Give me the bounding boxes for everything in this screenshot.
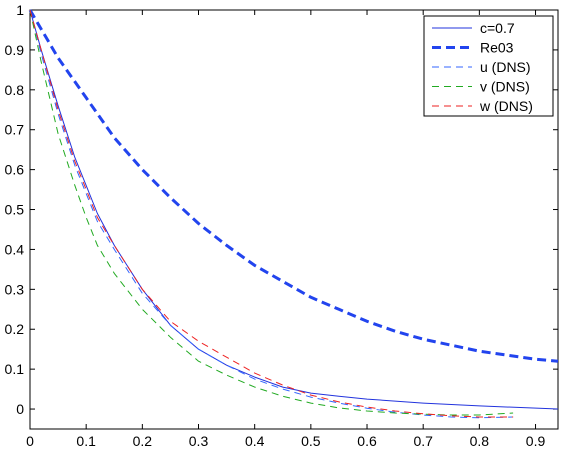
legend-label: Re03 <box>480 40 514 56</box>
x-tick-label: 0.9 <box>526 433 546 449</box>
x-tick-label: 0.4 <box>245 433 265 449</box>
x-tick-label: 0.2 <box>133 433 153 449</box>
y-tick-label: 0.6 <box>5 162 25 178</box>
series-lines <box>28 9 559 419</box>
series-line-re03 <box>28 9 559 363</box>
y-tick-label: 0.9 <box>5 42 25 58</box>
y-tick-label: 0.7 <box>5 122 25 138</box>
series-line-w-dns <box>29 9 514 418</box>
y-tick-label: 0.2 <box>5 321 25 337</box>
y-tick-label: 0.5 <box>5 202 25 218</box>
legend-label: w (DNS) <box>479 98 533 114</box>
legend-label: u (DNS) <box>480 59 531 75</box>
legend-label: v (DNS) <box>480 79 530 95</box>
y-tick-label: 0 <box>16 401 24 417</box>
y-tick-label: 0.8 <box>5 82 25 98</box>
x-tick-label: 0.6 <box>357 433 377 449</box>
x-tick-label: 0.5 <box>301 433 321 449</box>
legend: c=0.7 Re03 u (DNS) v (DNS) w (DNS) <box>423 15 554 117</box>
x-tick-label: 0.3 <box>189 433 209 449</box>
x-tick-label: 0.8 <box>470 433 490 449</box>
axis-ticks: 0 0.1 0.2 0.3 0.4 0.5 0.6 0.7 0.8 0.9 0 0.1 0.2 0.3 0.… <box>5 2 558 449</box>
legend-box <box>423 15 554 117</box>
y-tick-label: 0.3 <box>5 281 25 297</box>
y-tick-label: 0.1 <box>5 361 25 377</box>
series-line-v-dns <box>29 9 514 416</box>
x-tick-label: 0.1 <box>76 433 96 449</box>
legend-label: c=0.7 <box>480 20 515 36</box>
y-tick-label: 1 <box>16 2 24 18</box>
x-tick-label: 0 <box>26 433 34 449</box>
x-tick-label: 0.7 <box>413 433 433 449</box>
y-tick-label: 0.4 <box>5 241 25 257</box>
